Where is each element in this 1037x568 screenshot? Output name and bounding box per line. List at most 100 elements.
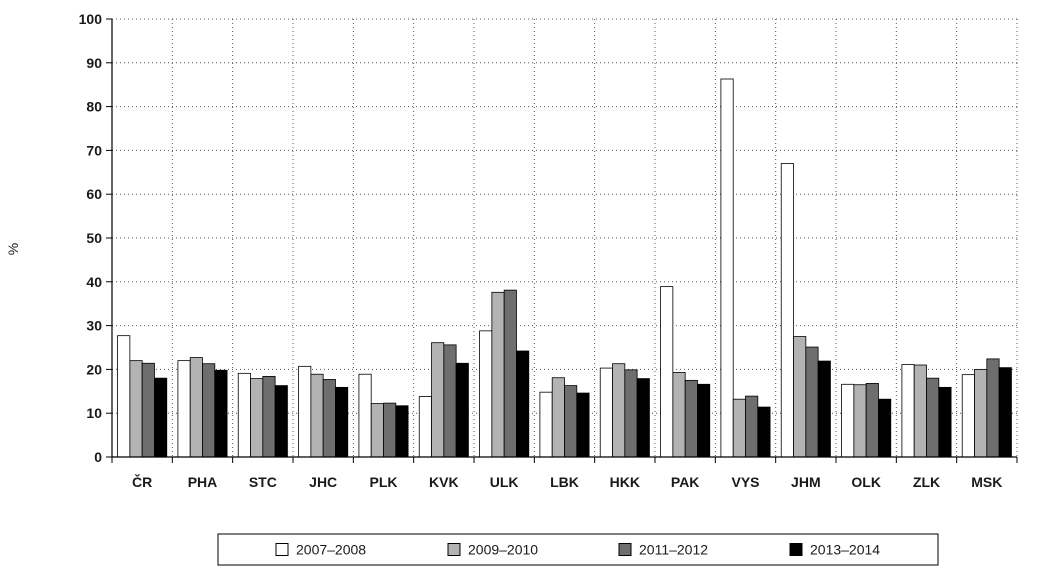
bar-ZLK-2007–2008 [901,364,915,458]
bar-ULK-2013–2014 [516,350,530,458]
y-tick-label: 70 [86,142,102,158]
legend-swatch [275,543,289,556]
x-tick-label: JHC [309,474,337,490]
x-tick-label: PHA [188,474,218,490]
bar-PLK-2007–2008 [358,373,372,458]
bar-KVK-2013–2014 [455,362,469,458]
bar-HKK-2009–2010 [612,363,626,458]
bar-LBK-2007–2008 [539,391,553,458]
y-tick-label: 40 [86,274,102,290]
y-tick-label: 30 [86,318,102,334]
bar-JHC-2007–2008 [298,365,312,458]
x-tick-label: JHM [791,474,821,490]
bar-ULK-2007–2008 [479,330,493,458]
bar-STC-2007–2008 [237,372,251,458]
bar-ČR-2011–2012 [141,362,155,458]
legend-label: 2007–2008 [296,542,366,558]
bar-JHM-2007–2008 [780,163,794,458]
bar-PAK-2009–2010 [672,372,686,458]
bar-KVK-2009–2010 [431,342,445,458]
y-axis-label: % [5,243,21,255]
x-tick-label: PAK [671,474,700,490]
bar-JHM-2009–2010 [793,336,807,458]
x-tick-label: ČR [132,473,152,490]
bar-MSK-2009–2010 [974,368,988,458]
bar-PAK-2007–2008 [660,286,674,458]
y-tick-label: 90 [86,55,102,71]
y-tick-label: 10 [86,405,102,421]
bar-VYS-2011–2012 [745,395,759,458]
bar-OLK-2007–2008 [841,383,855,458]
bar-ČR-2007–2008 [117,335,131,458]
bar-MSK-2011–2012 [986,358,1000,458]
bar-VYS-2007–2008 [720,78,734,458]
legend-box [217,533,939,566]
legend-swatch [789,543,803,556]
bar-PLK-2011–2012 [383,402,397,458]
bar-JHC-2013–2014 [335,386,349,458]
x-tick-labels: ČR PHA STC JHC PLK KVK ULK LBK HKK PAK VYS JHM OLK ZL… [132,473,1002,490]
bar-HKK-2011–2012 [624,369,638,458]
bar-ZLK-2009–2010 [913,364,927,458]
bar-PAK-2011–2012 [684,379,698,458]
x-tick-label: OLK [851,474,881,490]
bar-PHA-2009–2010 [189,357,203,458]
y-tick-label: 60 [86,186,102,202]
bar-STC-2011–2012 [262,376,276,458]
x-tick-label: VYS [731,474,759,490]
x-tick-label: PLK [370,474,398,490]
bar-PHA-2013–2014 [214,369,228,458]
y-tick-label: 50 [86,230,102,246]
legend: 2007–2008 2009–2010 2011–2012 2013–2014 [217,533,939,566]
bar-OLK-2013–2014 [878,398,892,458]
legend-label: 2011–2012 [639,542,708,558]
bar-STC-2013–2014 [274,385,288,458]
bar-OLK-2009–2010 [853,384,867,458]
bar-LBK-2013–2014 [576,392,590,458]
legend-label: 2009–2010 [468,542,538,558]
bars [117,78,1012,458]
bar-JHC-2011–2012 [322,379,336,458]
y-tick-label: 80 [86,99,102,115]
bar-LBK-2011–2012 [564,385,578,458]
bar-PLK-2013–2014 [395,405,409,458]
bar-JHM-2013–2014 [817,360,831,458]
x-tick-label: MSK [971,474,1002,490]
bar-JHC-2009–2010 [310,373,324,458]
bar-HKK-2007–2008 [599,367,613,458]
bar-ČR-2013–2014 [154,377,168,458]
legend-label: 2013–2014 [810,542,880,558]
bar-ZLK-2011–2012 [926,377,940,458]
axes [106,18,1018,463]
bar-HKK-2013–2014 [636,378,650,458]
bar-ULK-2011–2012 [503,289,517,458]
x-tick-label: KVK [429,474,459,490]
x-tick-label: ULK [490,474,519,490]
bar-ULK-2009–2010 [491,291,505,458]
bar-VYS-2013–2014 [757,406,771,458]
bar-ČR-2009–2010 [129,360,143,458]
legend-swatch [618,543,632,556]
y-tick-label: 100 [79,11,103,27]
bar-PLK-2009–2010 [370,403,384,458]
x-tick-label: ZLK [913,474,940,490]
bar-MSK-2013–2014 [998,367,1012,458]
x-tick-label: STC [249,474,277,490]
bar-ZLK-2013–2014 [938,386,952,458]
bar-VYS-2009–2010 [732,398,746,458]
bar-LBK-2009–2010 [551,377,565,458]
bar-MSK-2007–2008 [961,374,975,458]
bar-KVK-2007–2008 [418,396,432,458]
bar-OLK-2011–2012 [865,383,879,458]
bar-PAK-2013–2014 [697,383,711,458]
x-tick-label: HKK [610,474,640,490]
y-tick-label: 0 [94,449,102,465]
bar-STC-2009–2010 [250,378,264,458]
x-tick-label: LBK [550,474,579,490]
y-tick-label: 20 [86,361,102,377]
bar-KVK-2011–2012 [443,344,457,458]
bar-PHA-2011–2012 [202,363,216,458]
bar-PHA-2007–2008 [177,360,191,458]
y-tick-labels: 0 10 20 30 40 50 60 70 80 90 100 [79,11,103,465]
